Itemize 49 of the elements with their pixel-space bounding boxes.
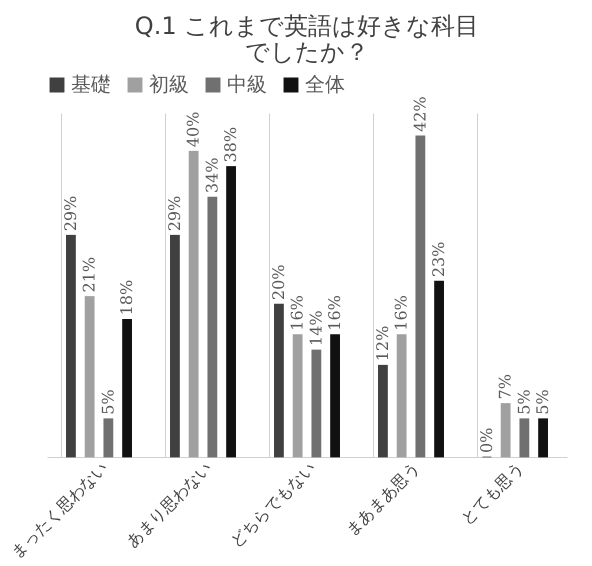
- data-label: 5%: [533, 389, 552, 415]
- data-label: 18%: [117, 280, 136, 316]
- data-label: 34%: [202, 158, 222, 194]
- data-label: 21%: [80, 256, 99, 292]
- data-label: 16%: [392, 295, 411, 331]
- bar: [84, 296, 95, 458]
- data-label: 5%: [98, 389, 118, 415]
- legend-label: 基礎: [71, 72, 111, 96]
- bar: [274, 304, 284, 458]
- legend-label: 全体: [305, 72, 345, 96]
- bar: [330, 334, 340, 458]
- bar: [226, 166, 236, 458]
- bar: [292, 334, 303, 458]
- bar: [519, 418, 530, 458]
- bar: [378, 364, 388, 458]
- bar: [415, 136, 426, 458]
- bar: [170, 234, 180, 458]
- bar: [538, 418, 548, 458]
- data-label: 29%: [60, 196, 80, 232]
- legend-label: 中級: [227, 72, 267, 96]
- data-label: 42%: [410, 96, 430, 132]
- data-label: 40%: [184, 112, 203, 148]
- data-label: 7%: [496, 374, 515, 400]
- x-tick-label: まあまあ思う: [342, 458, 424, 540]
- bar: [207, 196, 218, 458]
- data-label: 14%: [306, 310, 326, 346]
- data-label: 23%: [429, 242, 448, 278]
- x-tick-label: とても思う: [457, 458, 528, 528]
- bar: [396, 334, 407, 458]
- bar: [311, 350, 322, 458]
- data-label: 16%: [288, 295, 307, 331]
- bar: [434, 280, 444, 458]
- x-tick-label: あまり思わない: [122, 458, 216, 551]
- data-label: 0%: [476, 428, 496, 453]
- data-label: 5%: [514, 389, 534, 415]
- chart-title: Q.1 これまで英語は好きな科目でしたか？: [134, 12, 480, 66]
- bar: [66, 234, 76, 458]
- x-tick-label: どちらでもない: [226, 458, 320, 551]
- data-label: 29%: [164, 196, 184, 232]
- data-label: 16%: [325, 295, 344, 331]
- x-tick-label: まったく思わない: [7, 458, 112, 562]
- bar: [103, 418, 114, 458]
- bar: [500, 403, 511, 458]
- data-label: 38%: [221, 126, 240, 163]
- bar: [122, 319, 132, 458]
- bar: [188, 150, 199, 458]
- legend-label: 初級: [149, 72, 189, 96]
- data-label: 20%: [268, 264, 288, 300]
- data-label: 12%: [372, 326, 392, 362]
